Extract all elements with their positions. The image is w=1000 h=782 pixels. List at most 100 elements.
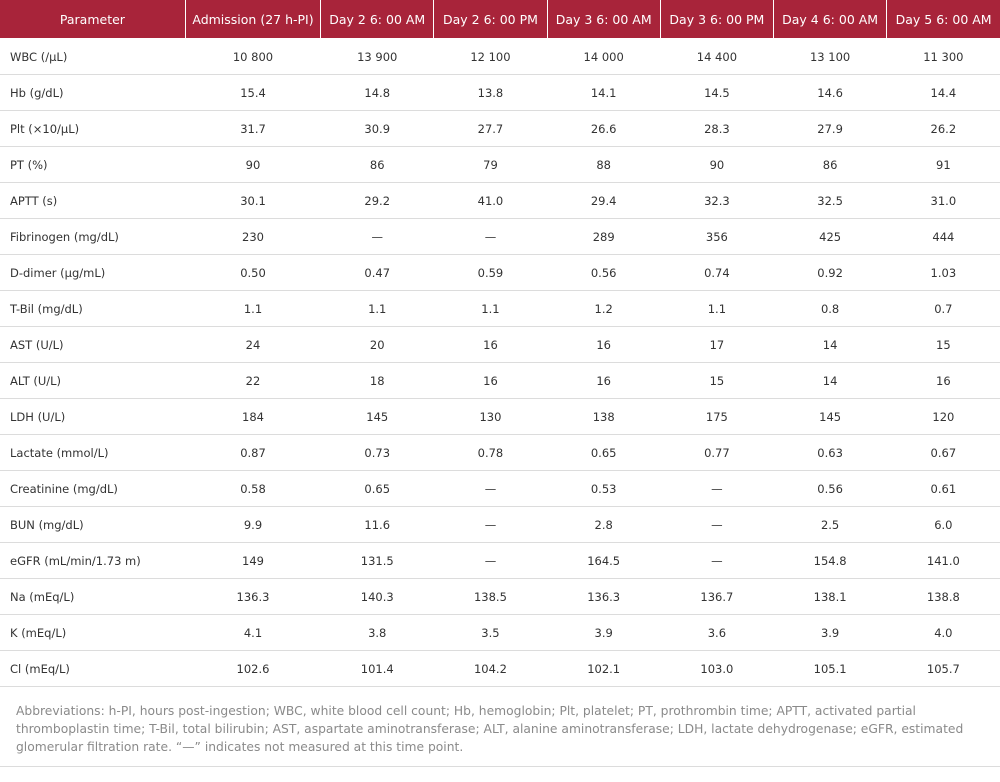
table-row: ALT (U/L) 22 18 16 16 15 14 16 — [0, 362, 1000, 399]
parameter-name-cell: PT (%) — [0, 146, 186, 183]
value-cell: 86 — [320, 146, 434, 183]
value-cell: 11.6 — [320, 506, 434, 543]
parameter-name-cell: T-Bil (mg/dL) — [0, 290, 186, 327]
value-cell: 13.8 — [433, 74, 548, 111]
value-cell: 26.6 — [547, 110, 661, 147]
value-cell: 102.1 — [547, 650, 661, 687]
value-cell: — — [433, 542, 548, 579]
value-cell: 0.67 — [886, 434, 1000, 471]
parameter-name-cell: WBC (/µL) — [0, 38, 186, 75]
value-cell: 14 — [773, 362, 887, 399]
value-cell: 14.6 — [773, 74, 887, 111]
bottom-divider — [0, 766, 1000, 767]
value-cell: 130 — [433, 398, 548, 435]
value-cell: 14 400 — [660, 38, 774, 75]
value-cell: 91 — [886, 146, 1000, 183]
parameter-name-cell: AST (U/L) — [0, 326, 186, 363]
column-header-timepoint: Day 5 6: 00 AM — [886, 0, 1000, 39]
value-cell: — — [660, 506, 774, 543]
parameter-name-cell: Plt (×10/µL) — [0, 110, 186, 147]
value-cell: 10 800 — [185, 38, 321, 75]
value-cell: 154.8 — [773, 542, 887, 579]
table-row: BUN (mg/dL) 9.9 11.6—2.8—2.5 6.0 — [0, 506, 1000, 543]
value-cell: 15 — [660, 362, 774, 399]
parameter-name-cell: eGFR (mL/min/1.73 m) — [0, 542, 186, 579]
value-cell: 27.7 — [433, 110, 548, 147]
value-cell: 0.78 — [433, 434, 548, 471]
parameter-name-cell: Creatinine (mg/dL) — [0, 470, 186, 507]
value-cell: 27.9 — [773, 110, 887, 147]
value-cell: 31.7 — [185, 110, 321, 147]
lab-results-table: Parameter Admission (27 h-PI) Day 2 6: 00 … — [0, 0, 1000, 687]
table-row: T-Bil (mg/dL) 1.1 1.1 1.1 1.2 1.1 0.8 0.7 — [0, 290, 1000, 327]
table-row: K (mEq/L) 4.1 3.8 3.5 3.9 3.6 3.9 4.0 — [0, 614, 1000, 651]
table-row: Na (mEq/L) 136.3 140.3 138.5 136.3 136.7 138.1… — [0, 578, 1000, 615]
value-cell: 0.56 — [773, 470, 887, 507]
value-cell: 13 900 — [320, 38, 434, 75]
value-cell: 138.1 — [773, 578, 887, 615]
value-cell: 29.4 — [547, 182, 661, 219]
table-row: AST (U/L) 24 20 16 16 17 14 15 — [0, 326, 1000, 363]
table-row: Fibrinogen (mg/dL) 230— —289 356 425 444 — [0, 218, 1000, 255]
value-cell: — — [433, 218, 548, 255]
value-cell: 9.9 — [185, 506, 321, 543]
value-cell: 86 — [773, 146, 887, 183]
parameter-name-cell: Cl (mEq/L) — [0, 650, 186, 687]
table-body: WBC (/µL) 10 800 13 900 12 100 14 000 14 400 1… — [0, 38, 1000, 687]
column-header-timepoint: Admission (27 h-PI) — [185, 0, 322, 39]
value-cell: 14.1 — [547, 74, 661, 111]
parameter-name-cell: ALT (U/L) — [0, 362, 186, 399]
column-header-timepoint: Day 2 6: 00 AM — [320, 0, 435, 39]
value-cell: 1.2 — [547, 290, 661, 327]
value-cell: 0.87 — [185, 434, 321, 471]
value-cell: 90 — [660, 146, 774, 183]
value-cell: 1.03 — [886, 254, 1000, 291]
value-cell: 0.63 — [773, 434, 887, 471]
parameter-name-cell: Lactate (mmol/L) — [0, 434, 186, 471]
table-row: Lactate (mmol/L) 0.87 0.73 0.78 0.65 0.77 0.63… — [0, 434, 1000, 471]
value-cell: 145 — [320, 398, 434, 435]
column-header-parameter: Parameter — [0, 0, 186, 39]
value-cell: 136.7 — [660, 578, 774, 615]
value-cell: 136.3 — [185, 578, 321, 615]
value-cell: 22 — [185, 362, 321, 399]
table-row: Hb (g/dL) 15.4 14.8 13.8 14.1 14.5 14.6 14.4 — [0, 74, 1000, 111]
value-cell: 175 — [660, 398, 774, 435]
parameter-name-cell: Hb (g/dL) — [0, 74, 186, 111]
parameter-name-cell: APTT (s) — [0, 182, 186, 219]
value-cell: 29.2 — [320, 182, 434, 219]
column-header-timepoint: Day 2 6: 00 PM — [433, 0, 548, 39]
value-cell: 2.5 — [773, 506, 887, 543]
value-cell: 1.1 — [433, 290, 548, 327]
value-cell: 41.0 — [433, 182, 548, 219]
value-cell: 425 — [773, 218, 887, 255]
column-header-timepoint: Day 3 6: 00 PM — [660, 0, 775, 39]
value-cell: 31.0 — [886, 182, 1000, 219]
value-cell: 13 100 — [773, 38, 887, 75]
header-row: Parameter Admission (27 h-PI) Day 2 6: 00 … — [0, 0, 1000, 39]
value-cell: 12 100 — [433, 38, 548, 75]
value-cell: 141.0 — [886, 542, 1000, 579]
value-cell: 0.65 — [320, 470, 434, 507]
parameter-name-cell: LDH (U/L) — [0, 398, 186, 435]
value-cell: 15.4 — [185, 74, 321, 111]
value-cell: 3.8 — [320, 614, 434, 651]
value-cell: 4.0 — [886, 614, 1000, 651]
value-cell: 16 — [547, 362, 661, 399]
parameter-name-cell: BUN (mg/dL) — [0, 506, 186, 543]
value-cell: 3.9 — [547, 614, 661, 651]
value-cell: 14.8 — [320, 74, 434, 111]
value-cell: 105.1 — [773, 650, 887, 687]
value-cell: 0.50 — [185, 254, 321, 291]
value-cell: 356 — [660, 218, 774, 255]
value-cell: 90 — [185, 146, 321, 183]
value-cell: 105.7 — [886, 650, 1000, 687]
value-cell: — — [660, 470, 774, 507]
value-cell: — — [320, 218, 434, 255]
column-header-timepoint: Day 3 6: 00 AM — [547, 0, 661, 39]
value-cell: 145 — [773, 398, 887, 435]
value-cell: 184 — [185, 398, 321, 435]
value-cell: 444 — [886, 218, 1000, 255]
table-row: eGFR (mL/min/1.73 m) 149 131.5—164.5—154.8… — [0, 542, 1000, 579]
value-cell: 0.53 — [547, 470, 661, 507]
